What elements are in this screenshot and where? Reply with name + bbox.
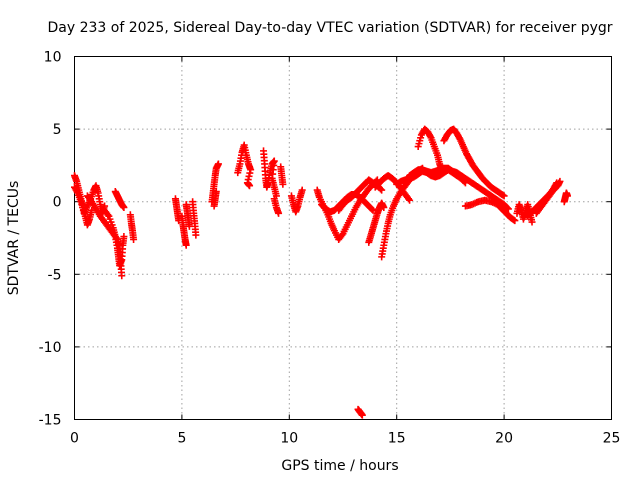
plot-frame [74,56,612,420]
data-point [245,172,253,180]
data-point [368,205,376,213]
series-arc-10 [189,198,200,239]
data-point [130,235,138,243]
y-tick-label: 0 [53,195,62,211]
series-arc-31 [532,177,564,217]
y-tick-label: -5 [48,267,62,283]
series-arc-17 [287,186,306,216]
x-tick-label: 15 [388,431,406,447]
series-arc-05 [111,188,128,212]
data-point [247,166,255,174]
data-points [71,125,571,419]
data-point [380,204,388,212]
data-point [182,241,190,249]
series-arc-13 [234,141,255,190]
series-arc-08 [178,212,190,249]
series-arc-33 [354,405,366,419]
series-arc-26 [406,164,512,213]
data-point [405,195,413,203]
x-tick-label: 10 [280,431,298,447]
x-tick-label: 5 [177,431,186,447]
series-arc-15 [270,195,283,217]
y-axis-label: SDTVAR / TECUs [6,181,22,296]
y-tick-label: 5 [53,122,62,138]
data-point [406,196,414,204]
data-point [246,182,254,190]
series-arc-09 [182,201,193,230]
data-point [503,204,511,212]
data-point [556,177,564,185]
chart-title: Day 233 of 2025, Sidereal Day-to-day VTE… [47,20,612,36]
data-point [377,185,385,193]
data-point [279,180,287,188]
series-arc-14 [260,147,280,200]
y-tick-label: 10 [44,50,62,66]
data-point [378,186,386,194]
data-point [246,169,254,177]
series-arc-16 [277,163,287,188]
data-point [358,411,366,419]
x-tick-label: 0 [70,431,79,447]
series-arc-07 [171,195,183,225]
data-point [214,160,222,168]
series-arc-21 [365,199,388,246]
y-tick-label: -10 [39,340,62,356]
data-point [118,272,126,280]
data-point [500,192,508,200]
data-point [528,218,536,226]
data-point [338,231,346,239]
data-point [212,188,220,196]
series-arc-28 [461,196,519,225]
y-tick-label: -15 [39,413,62,429]
data-point [426,132,434,140]
data-point [73,188,81,196]
series-arc-32 [560,189,571,206]
data-point [504,205,512,213]
x-tick-label: 20 [495,431,513,447]
series-arc-04 [101,206,128,270]
x-tick-label: 25 [603,431,621,447]
series-arc-06 [126,211,138,243]
x-axis-label: GPS time / hours [281,458,398,474]
data-point [511,217,519,225]
data-point [298,186,306,194]
data-point [104,211,112,219]
series-arc-27 [440,125,508,200]
data-point [120,233,128,241]
data-point [192,231,200,239]
data-point [563,192,571,200]
data-point [275,209,283,217]
series-arc-12 [210,188,220,210]
data-point [120,204,128,212]
axis-ticks: 0 5 10 15 20 25 -15 -10 -5 0 5 10 [39,50,621,447]
